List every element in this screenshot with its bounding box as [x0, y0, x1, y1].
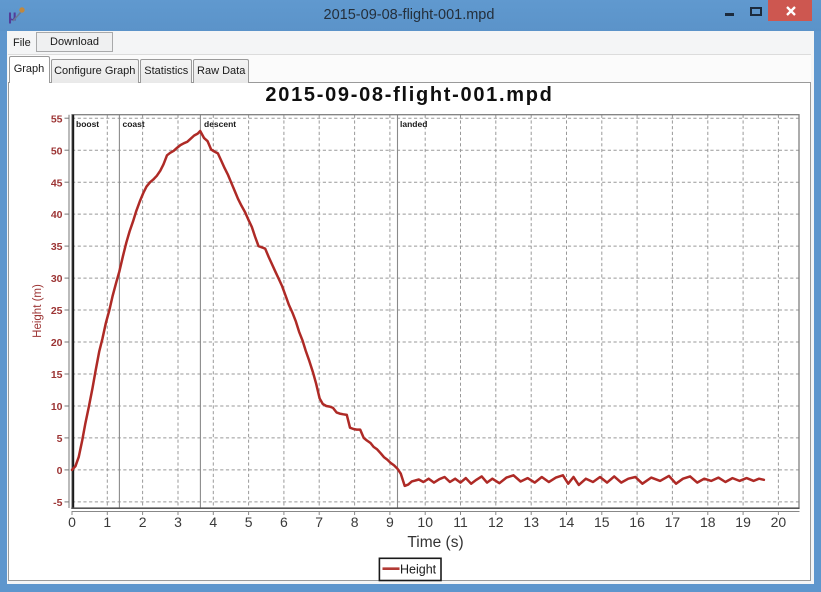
- svg-text:1: 1: [103, 514, 111, 530]
- svg-text:Time (s): Time (s): [407, 534, 463, 551]
- svg-text:55: 55: [51, 113, 63, 125]
- svg-text:descent: descent: [204, 119, 236, 129]
- svg-text:16: 16: [629, 514, 645, 530]
- svg-text:40: 40: [51, 209, 63, 221]
- svg-text:-5: -5: [53, 497, 62, 509]
- svg-text:µ: µ: [8, 8, 17, 25]
- svg-text:7: 7: [315, 514, 323, 530]
- svg-text:5: 5: [245, 514, 253, 530]
- svg-text:Height: Height: [400, 562, 437, 576]
- svg-text:6: 6: [280, 514, 288, 530]
- svg-text:coast: coast: [123, 119, 145, 129]
- svg-text:13: 13: [523, 514, 539, 530]
- svg-text:2015-09-08-flight-001.mpd: 2015-09-08-flight-001.mpd: [265, 84, 553, 106]
- svg-text:Height (m): Height (m): [32, 284, 44, 338]
- svg-text:2: 2: [139, 514, 147, 530]
- svg-text:5: 5: [57, 433, 63, 445]
- svg-text:45: 45: [51, 177, 63, 189]
- svg-text:10: 10: [51, 401, 63, 413]
- svg-text:19: 19: [735, 514, 751, 530]
- svg-text:0: 0: [68, 514, 76, 530]
- svg-text:landed: landed: [400, 119, 427, 129]
- svg-text:30: 30: [51, 273, 63, 285]
- svg-text:8: 8: [351, 514, 359, 530]
- svg-text:11: 11: [453, 514, 468, 530]
- svg-text:9: 9: [386, 514, 394, 530]
- svg-text:20: 20: [771, 514, 787, 530]
- svg-text:20: 20: [51, 337, 63, 349]
- svg-text:4: 4: [209, 514, 217, 530]
- svg-text:boost: boost: [76, 119, 99, 129]
- svg-text:15: 15: [51, 369, 63, 381]
- svg-text:3: 3: [174, 514, 182, 530]
- svg-text:18: 18: [700, 514, 716, 530]
- svg-text:35: 35: [51, 241, 63, 253]
- svg-text:14: 14: [559, 514, 575, 530]
- svg-text:17: 17: [665, 514, 681, 530]
- svg-text:12: 12: [488, 514, 504, 530]
- svg-text:25: 25: [51, 305, 63, 317]
- svg-text:10: 10: [417, 514, 433, 530]
- svg-text:15: 15: [594, 514, 610, 530]
- svg-text:0: 0: [57, 465, 63, 477]
- svg-text:50: 50: [51, 145, 63, 157]
